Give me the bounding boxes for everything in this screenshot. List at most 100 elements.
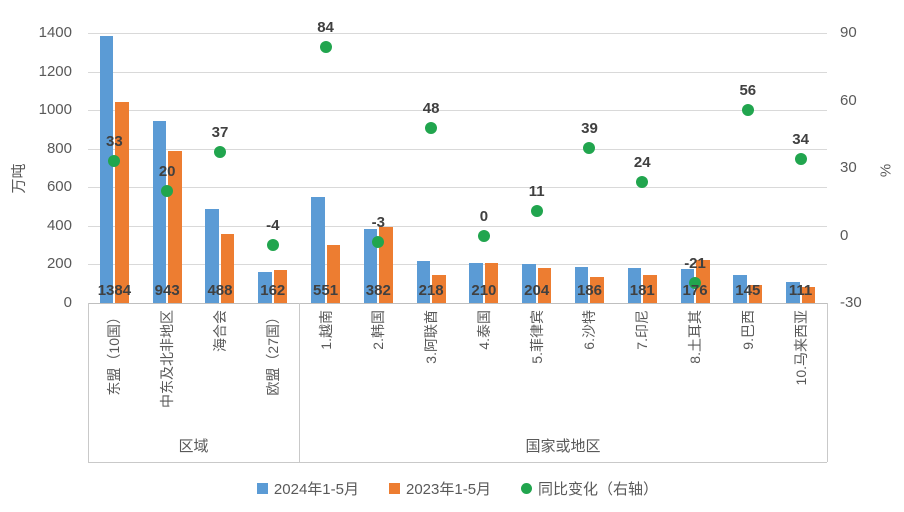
yoy-value-label: 0 <box>479 207 489 225</box>
bar-2024年1-5月 <box>627 268 642 303</box>
yoy-value-label: -3 <box>371 214 385 232</box>
category-label: 5.菲律宾 <box>528 310 545 364</box>
group-divider <box>299 303 301 462</box>
yoy-dot <box>636 175 649 188</box>
yoy-value-label: -4 <box>266 216 280 234</box>
left-axis-tick: 200 <box>46 255 72 273</box>
category-label: 7.印尼 <box>634 310 651 350</box>
yoy-dot <box>425 121 438 134</box>
legend-item: 2023年1-5月 <box>388 478 491 499</box>
right-axis-tick: 30 <box>840 159 857 176</box>
legend-label: 2024年1-5月 <box>273 481 359 498</box>
yoy-value-label: 24 <box>633 153 651 171</box>
category-label: 东盟（10国） <box>106 310 123 396</box>
category-label: 8.土耳其 <box>687 310 704 364</box>
legend-square-swatch <box>256 483 268 494</box>
x-axis-line <box>88 303 827 304</box>
bar-2024年1-5月 <box>205 208 219 303</box>
bar-2023年1-5月 <box>590 277 604 303</box>
bar-2024年1-5月 <box>99 36 114 303</box>
bar-2024年1-5月 <box>311 196 325 303</box>
left-axis-tick: 1400 <box>38 24 72 41</box>
bar-value-label: 145 <box>735 282 761 299</box>
category-label: 10.马来西亚 <box>792 310 809 386</box>
yoy-dot <box>372 236 385 249</box>
yoy-dot <box>530 204 543 217</box>
yoy-value-label: 37 <box>211 124 229 142</box>
right-axis-tick: -30 <box>840 294 862 311</box>
yoy-dot <box>477 229 490 242</box>
gridline <box>88 187 827 189</box>
yoy-value-label: 56 <box>739 81 757 99</box>
yoy-dot <box>794 153 807 165</box>
left-axis-tick: 800 <box>46 139 72 157</box>
yoy-value-label: 48 <box>422 99 440 117</box>
group-label: 国家或地区 <box>525 438 601 455</box>
yoy-value-label: 20 <box>158 162 176 180</box>
legend: 2024年1-5月 2023年1-5月 同比变化（右轴） <box>88 478 827 499</box>
yoy-dot <box>689 276 702 289</box>
bar-value-label: 943 <box>154 282 180 299</box>
bar-value-label: 176 <box>682 282 708 299</box>
left-axis-tick: 0 <box>63 294 72 311</box>
bar-2023年1-5月 <box>643 274 657 303</box>
left-axis-tick: 600 <box>46 178 72 196</box>
bar-2024年1-5月 <box>258 271 272 303</box>
category-label: 中东及北非地区 <box>159 310 176 408</box>
category-label: 2.韩国 <box>370 310 387 350</box>
group-label: 区域 <box>178 438 209 455</box>
label-area-bottom-border <box>88 462 827 463</box>
right-axis-tick: 60 <box>840 91 857 109</box>
bar-value-label: 111 <box>788 282 813 299</box>
bar-2024年1-5月 <box>733 275 747 303</box>
gridline <box>88 225 827 227</box>
legend-item: 同比变化（右轴） <box>521 478 658 499</box>
bar-value-label: 551 <box>313 282 339 299</box>
yoy-dot <box>741 103 754 116</box>
bar-2023年1-5月 <box>484 262 499 303</box>
legend-dot-swatch <box>521 483 533 494</box>
bar-value-label: 181 <box>629 282 655 299</box>
bar-value-label: 162 <box>260 282 286 299</box>
bar-value-label: 382 <box>365 282 391 299</box>
bar-2023年1-5月 <box>273 270 288 303</box>
gridline <box>88 264 827 266</box>
legend-square-swatch <box>388 483 400 494</box>
category-label: 6.沙特 <box>581 310 598 350</box>
right-axis-tick: 0 <box>840 226 849 244</box>
category-label: 4.泰国 <box>475 310 492 350</box>
bar-2023年1-5月 <box>537 267 552 303</box>
category-label: 海合会 <box>211 310 228 352</box>
yoy-value-label: 11 <box>528 182 545 200</box>
yoy-dot <box>583 141 596 154</box>
bar-2024年1-5月 <box>574 267 589 303</box>
bar-2023年1-5月 <box>696 259 710 303</box>
bar-value-label: 210 <box>471 282 497 299</box>
bar-2024年1-5月 <box>786 281 800 303</box>
gridline <box>88 148 827 150</box>
bar-2023年1-5月 <box>748 285 763 303</box>
category-label: 3.阿联酋 <box>423 310 440 364</box>
bar-2024年1-5月 <box>522 263 536 303</box>
right-axis-tick: 90 <box>840 24 857 41</box>
left-axis-tick: 1000 <box>38 101 72 119</box>
bar-value-label: 1384 <box>97 282 132 299</box>
yoy-value-label: -21 <box>684 254 706 272</box>
gridline <box>88 71 827 73</box>
bar-value-label: 186 <box>576 282 602 299</box>
yoy-dot <box>108 155 121 168</box>
legend-item: 2024年1-5月 <box>256 478 359 499</box>
bar-2024年1-5月 <box>416 260 431 303</box>
yoy-value-label: 33 <box>106 133 123 151</box>
bar-2023年1-5月 <box>801 286 816 303</box>
bar-2023年1-5月 <box>115 102 129 303</box>
bar-value-label: 218 <box>418 282 444 299</box>
left-axis-tick: 400 <box>46 216 72 234</box>
label-area-left-border <box>88 303 89 462</box>
category-label: 9.巴西 <box>739 310 756 350</box>
yoy-value-label: 84 <box>317 18 334 36</box>
bar-2024年1-5月 <box>152 121 167 303</box>
bar-2024年1-5月 <box>469 262 483 303</box>
gridline <box>88 33 827 34</box>
